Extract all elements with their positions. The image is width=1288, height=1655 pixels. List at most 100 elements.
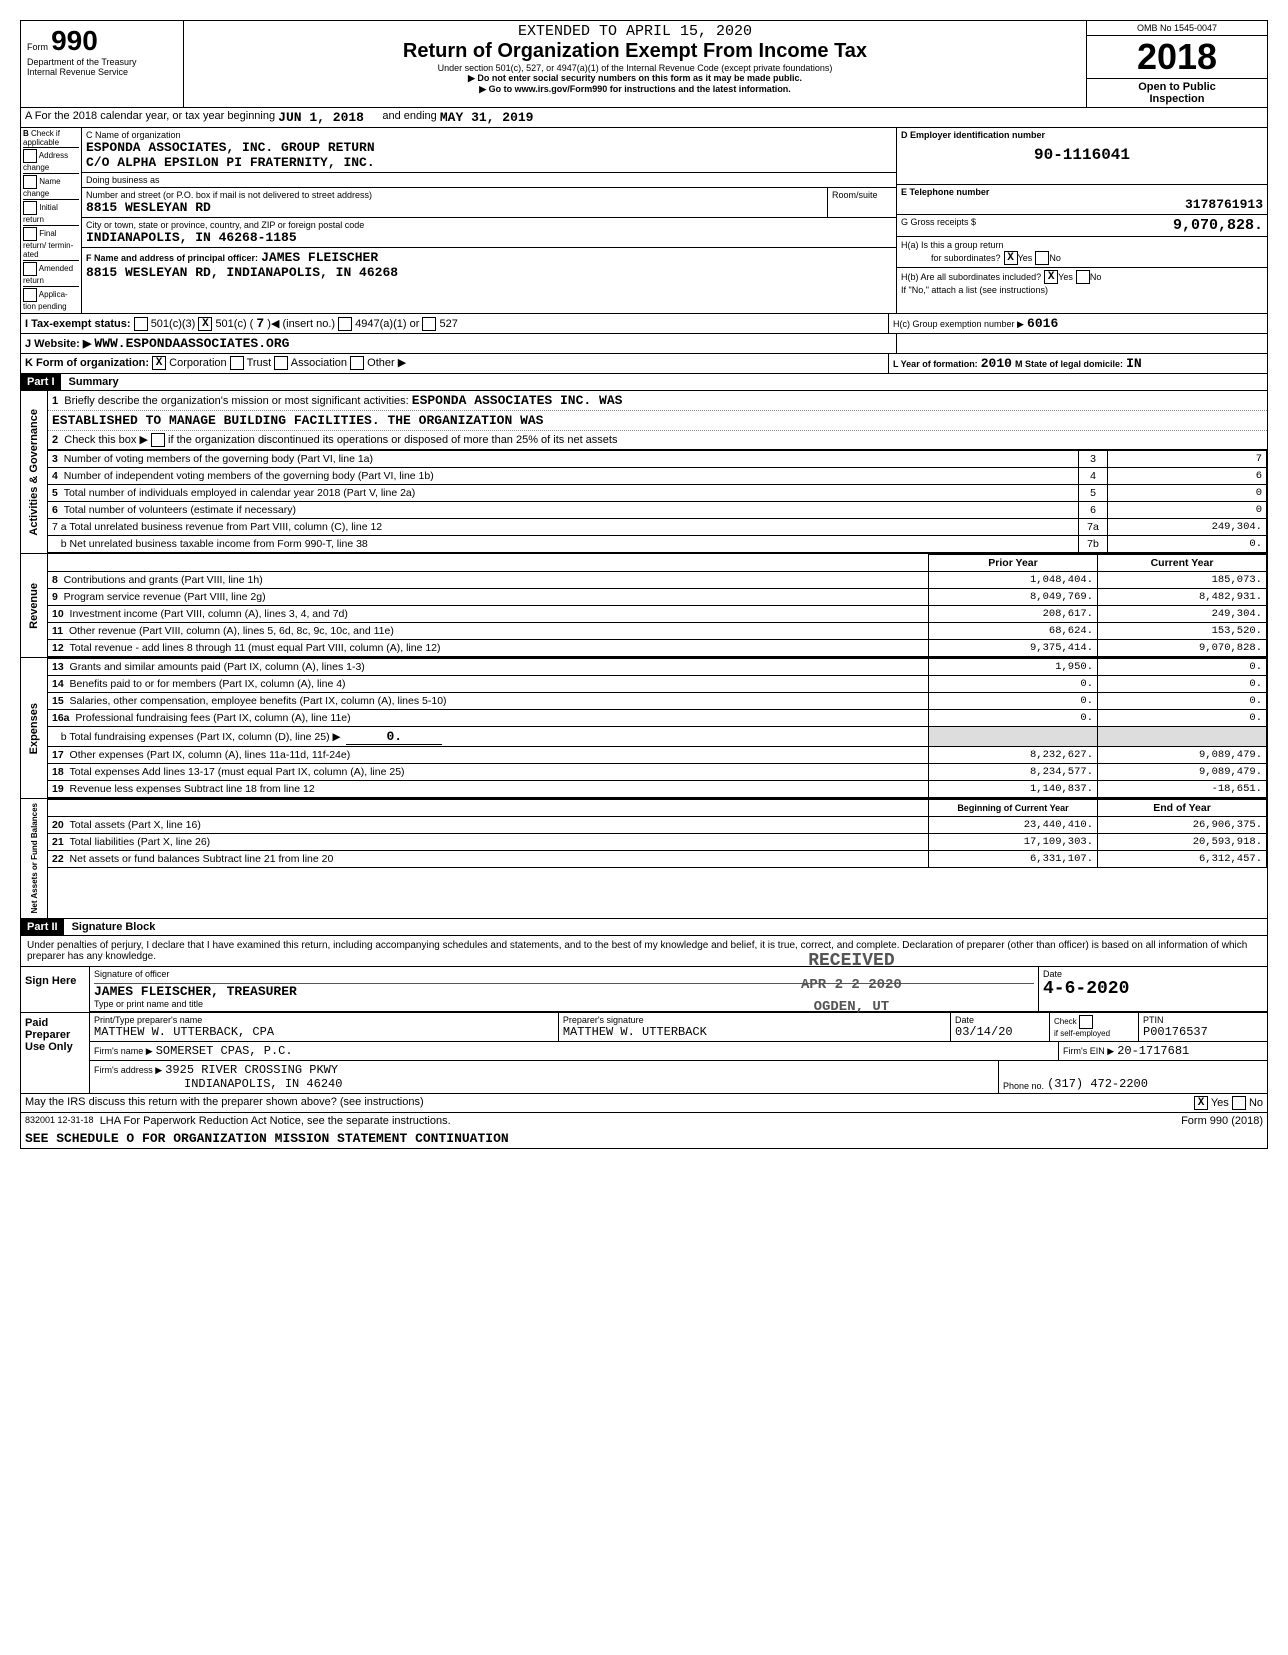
k-trust: Trust — [247, 357, 272, 369]
gov-section-label: Activities & Governance — [26, 405, 42, 540]
table-row: 15 Salaries, other compensation, employe… — [48, 693, 1267, 710]
year-end: MAY 31, 2019 — [440, 110, 534, 125]
line7a: 7 a Total unrelated business revenue fro… — [52, 521, 382, 533]
table-row: 13 Grants and similar amounts paid (Part… — [48, 659, 1267, 676]
ha-no-checkbox[interactable] — [1035, 251, 1049, 265]
line2-text: if the organization discontinued its ope… — [168, 434, 617, 446]
prep-name: MATTHEW W. UTTERBACK, CPA — [94, 1025, 554, 1039]
form-subtitle: Under section 501(c), 527, or 4947(a)(1)… — [188, 63, 1082, 73]
k-corp-checkbox[interactable] — [152, 356, 166, 370]
v3: 7 — [1108, 451, 1267, 468]
penalty-text: Under penalties of perjury, I declare th… — [21, 936, 1267, 967]
hb-no-checkbox[interactable] — [1076, 270, 1090, 284]
b-option-checkbox[interactable] — [23, 201, 37, 215]
check-label: Check — [1054, 1017, 1077, 1026]
received-stamp: RECEIVED APR 2 2 2020 OGDEN, UT — [801, 951, 902, 1015]
city-state-zip: INDIANAPOLIS, IN 46268-1185 — [86, 230, 892, 245]
firm-phone: (317) 472-2200 — [1047, 1077, 1148, 1091]
check-if-label: Check if applicable — [23, 129, 60, 147]
sig-date-label: Date — [1043, 969, 1263, 979]
b-option-checkbox[interactable] — [23, 175, 37, 189]
discuss-no-checkbox[interactable] — [1232, 1096, 1246, 1110]
sig-block-label: Signature Block — [64, 919, 164, 935]
line1-value: ESPONDA ASSOCIATES INC. WAS — [412, 393, 623, 408]
k-other-checkbox[interactable] — [350, 356, 364, 370]
table-row: 16a Professional fundraising fees (Part … — [48, 710, 1267, 727]
footer-code: 832001 12-31-18 — [25, 1115, 94, 1127]
table-row: 10 Investment income (Part VIII, column … — [48, 606, 1267, 623]
v7b: 0. — [1108, 536, 1267, 553]
irs-label: Internal Revenue Service — [27, 67, 177, 77]
yes-1: Yes — [1018, 253, 1033, 263]
prep-name-label: Print/Type preparer's name — [94, 1015, 554, 1025]
tax-year: 2018 — [1087, 36, 1267, 78]
i-4947-checkbox[interactable] — [338, 317, 352, 331]
extended-date: EXTENDED TO APRIL 15, 2020 — [188, 23, 1082, 40]
table-row: 20 Total assets (Part X, line 16)23,440,… — [48, 817, 1267, 834]
no-2: No — [1090, 272, 1102, 282]
i-501c-checkbox[interactable] — [198, 317, 212, 331]
hb-label: H(b) Are all subordinates included? — [901, 272, 1041, 282]
line7b: b Net unrelated business taxable income … — [61, 538, 368, 550]
self-emp-label: if self-employed — [1054, 1029, 1110, 1038]
line1b-value: ESTABLISHED TO MANAGE BUILDING FACILITIE… — [48, 411, 1267, 431]
expenses-label: Expenses — [26, 699, 42, 758]
use-only-label: Use Only — [25, 1041, 85, 1053]
firm-addr2: INDIANAPOLIS, IN 46240 — [184, 1077, 342, 1091]
i-527: 527 — [440, 318, 458, 330]
prep-sig: MATTHEW W. UTTERBACK — [563, 1025, 946, 1039]
k-assoc-checkbox[interactable] — [274, 356, 288, 370]
line-k-label: K Form of organization: — [25, 357, 149, 369]
part-i-label: Part I — [21, 374, 61, 390]
year-begin: JUN 1, 2018 — [278, 110, 364, 125]
b-option-checkbox[interactable] — [23, 149, 37, 163]
col-begin: Beginning of Current Year — [929, 800, 1098, 817]
form-page: Form 990 Department of the Treasury Inte… — [20, 20, 1268, 1149]
i-527-checkbox[interactable] — [422, 317, 436, 331]
line1-label: Briefly describe the organization's miss… — [64, 395, 408, 407]
sign-here-label: Sign Here — [21, 967, 90, 1012]
street-label: Number and street (or P.O. box if mail i… — [86, 190, 823, 200]
discuss-yes-checkbox[interactable] — [1194, 1096, 1208, 1110]
form-number: 990 — [51, 25, 98, 56]
no-1: No — [1049, 253, 1061, 263]
street-address: 8815 WESLEYAN RD — [86, 200, 823, 215]
self-emp-checkbox[interactable] — [1079, 1015, 1093, 1029]
section-b: B — [23, 129, 29, 138]
part-ii-label: Part II — [21, 919, 64, 935]
k-corp: Corporation — [169, 357, 226, 369]
section-d-label: D Employer identification number — [901, 130, 1045, 140]
line2-label: Check this box ▶ — [64, 434, 148, 446]
k-assoc: Association — [291, 357, 347, 369]
m-value: IN — [1126, 356, 1142, 371]
ha-yes-checkbox[interactable] — [1004, 251, 1018, 265]
b-option-checkbox[interactable] — [23, 288, 37, 302]
b-option-checkbox[interactable] — [23, 227, 37, 241]
org-care-of: C/O ALPHA EPSILON PI FRATERNITY, INC. — [86, 155, 892, 170]
summary-label: Summary — [61, 374, 127, 390]
col-prior: Prior Year — [929, 555, 1098, 572]
table-row: 11 Other revenue (Part VIII, column (A),… — [48, 623, 1267, 640]
l-value: 2010 — [981, 356, 1012, 371]
b-option-checkbox[interactable] — [23, 262, 37, 276]
paid-label: Paid — [25, 1017, 85, 1029]
i-501c3-checkbox[interactable] — [134, 317, 148, 331]
net-assets-label: Net Assets or Fund Balances — [28, 799, 41, 917]
k-trust-checkbox[interactable] — [230, 356, 244, 370]
lha-notice: LHA For Paperwork Reduction Act Notice, … — [100, 1115, 451, 1127]
sig-date: 4-6-2020 — [1043, 979, 1263, 999]
inspection: Inspection — [1149, 93, 1204, 105]
firm-ein: 20-1717681 — [1117, 1044, 1189, 1058]
prep-sig-label: Preparer's signature — [563, 1015, 946, 1025]
hb-yes-checkbox[interactable] — [1044, 270, 1058, 284]
yes-3: Yes — [1211, 1097, 1229, 1109]
i-501c3: 501(c)(3) — [151, 318, 196, 330]
section-e-label: E Telephone number — [901, 187, 989, 197]
hc-value: 6016 — [1027, 316, 1058, 331]
line-m-label: M State of legal domicile: — [1015, 359, 1123, 369]
line2-checkbox[interactable] — [151, 433, 165, 447]
table-row: 12 Total revenue - add lines 8 through 1… — [48, 640, 1267, 657]
ptin-value: P00176537 — [1143, 1025, 1263, 1039]
line5: Total number of individuals employed in … — [64, 487, 416, 499]
gross-receipts: 9,070,828. — [1173, 217, 1263, 234]
